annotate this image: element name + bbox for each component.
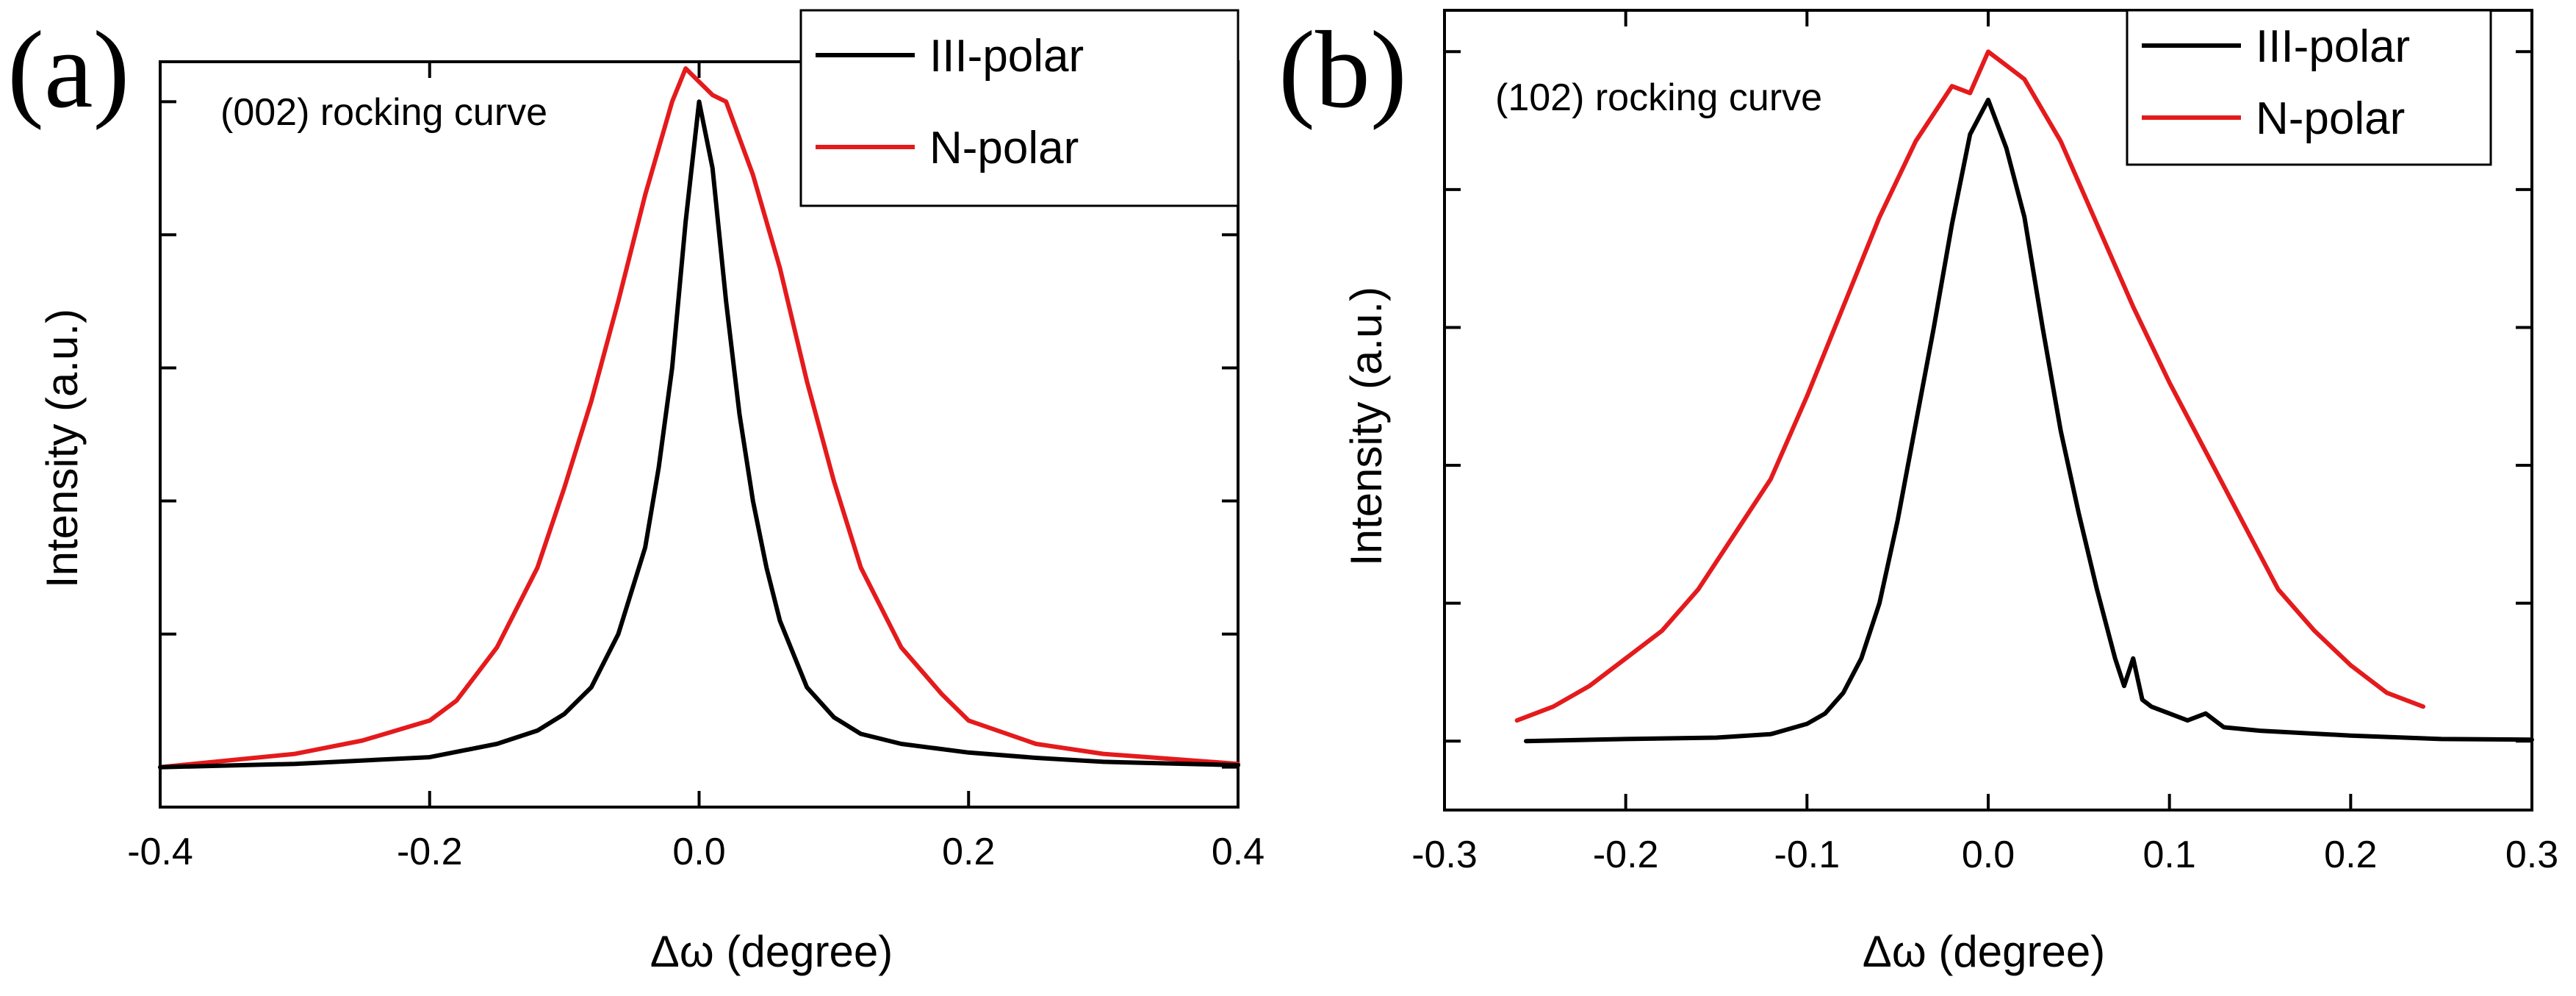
panel-a-x-axis-title: Δω (degree)	[650, 927, 893, 976]
panel-b-x-tick-label: 0.2	[2324, 834, 2377, 876]
panel-b-series-line-iii-polar	[1524, 97, 2534, 744]
panel-b-y-axis-title: Intensity (a.u.)	[1342, 287, 1391, 566]
panel-b-x-tick-label: 0.0	[1962, 834, 2015, 876]
panel-b-legend: III-polar N-polar	[2126, 9, 2492, 166]
panel-a-label: (a)	[7, 9, 129, 131]
panel-b-annotation: (102) rocking curve	[1495, 76, 1822, 119]
panel-b-legend-label-n-polar: N-polar	[2256, 93, 2405, 144]
panel-a-x-tick-label: 0.2	[942, 831, 995, 873]
panel-a-legend: III-polar N-polar	[799, 9, 1240, 207]
panel-b-x-tick-label: -0.3	[1411, 834, 1478, 876]
panel-a-series-line-iii-polar	[158, 99, 1240, 770]
panel-b-plot-area: -0.3 -0.2 -0.1 0.0 0.1 0.2 0.3	[1411, 9, 2558, 876]
panel-a-legend-label-iii-polar: III-polar	[929, 31, 1084, 82]
panel-a-x-tick-label: -0.2	[397, 831, 463, 873]
panel-a-annotation: (002) rocking curve	[220, 91, 547, 134]
panel-b-series-line-n-polar	[1514, 49, 2425, 723]
panel-a-x-tick-label: 0.0	[672, 831, 725, 873]
panel-b-x-tick-label: -0.1	[1774, 834, 1841, 876]
panel-b-legend-box	[2126, 9, 2492, 166]
panel-b-x-axis-title: Δω (degree)	[1863, 927, 2105, 976]
panel-a-x-tick-label: -0.4	[127, 831, 193, 873]
panel-b-label: (b)	[1278, 9, 1407, 131]
panel-b-legend-label-iii-polar: III-polar	[2256, 21, 2410, 72]
chart-panel-a: (a) (002) rocking curve Δω (degree) Inte…	[7, 9, 1264, 976]
panel-a-y-axis-title: Intensity (a.u.)	[37, 309, 87, 588]
panel-b-x-tick-label: -0.2	[1593, 834, 1659, 876]
chart-panel-b: (b) (102) rocking curve Δω (degree) Inte…	[1278, 9, 2558, 976]
panel-a-x-tick-label: 0.4	[1212, 831, 1264, 873]
panel-a-legend-box	[799, 9, 1240, 207]
panel-b-x-tick-label: 0.3	[2505, 834, 2558, 876]
panel-b-x-tick-label: 0.1	[2143, 834, 2196, 876]
panel-a-legend-label-n-polar: N-polar	[929, 123, 1079, 173]
panel-a-plot-area: -0.4 -0.2 0.0 0.2 0.4	[127, 60, 1264, 873]
panel-a-series-line-n-polar	[158, 66, 1240, 770]
